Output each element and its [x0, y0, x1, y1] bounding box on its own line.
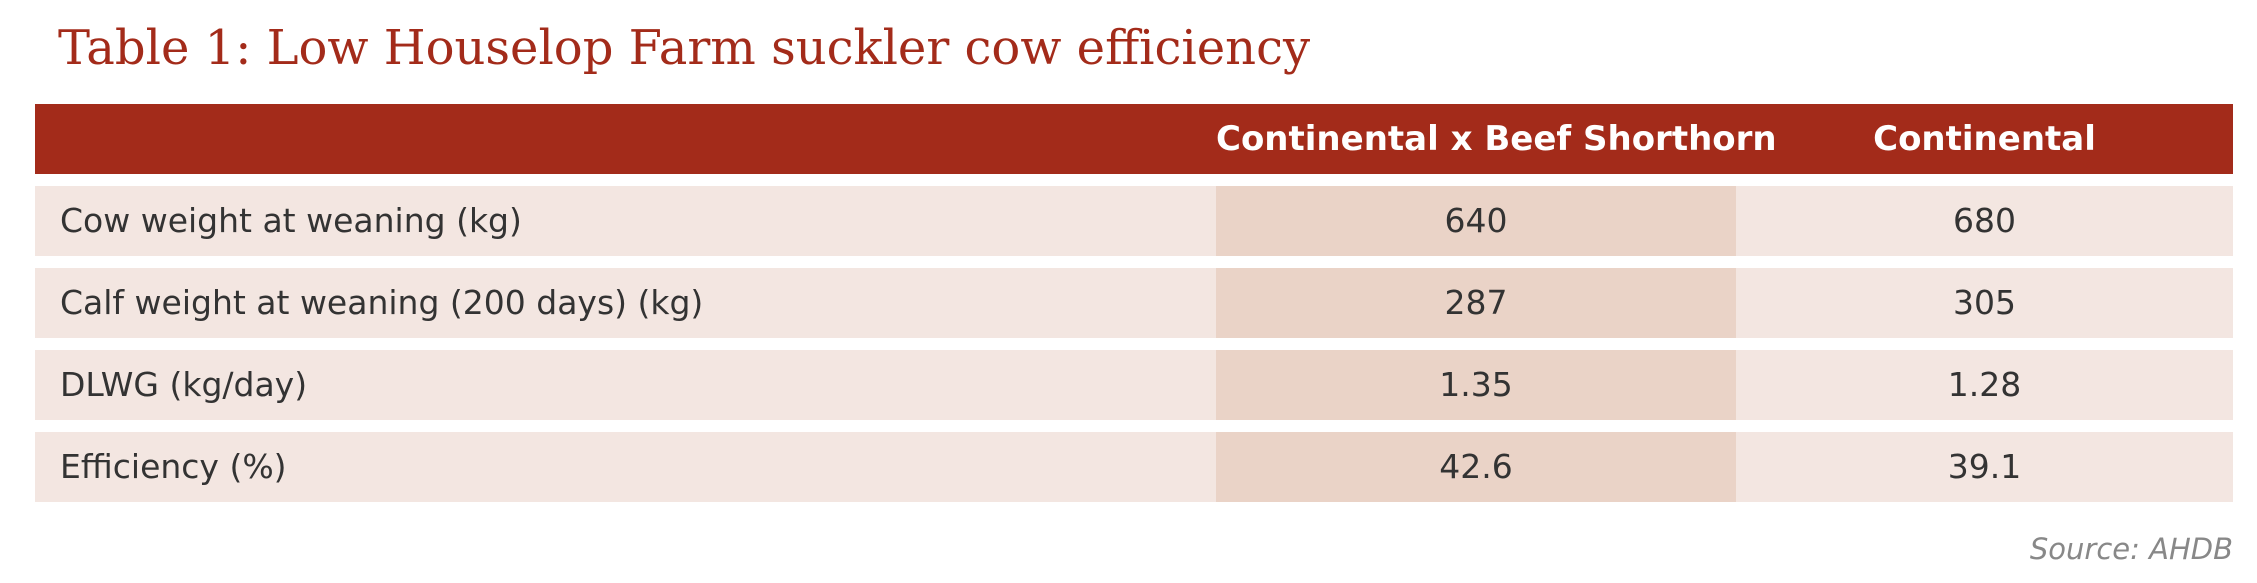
row-label: Calf weight at weaning (200 days) (kg): [60, 283, 704, 322]
table-cell: 640: [1216, 186, 1736, 256]
table-cell: 680: [1953, 201, 2016, 240]
table-row: Cow weight at weaning (kg) 640 680: [35, 186, 2233, 256]
table-cell: 305: [1953, 283, 2016, 322]
table-title: Table 1: Low Houselop Farm suckler cow e…: [58, 20, 1311, 76]
table-cell: 39.1: [1947, 447, 2022, 486]
table-cell: 1.28: [1947, 365, 2022, 404]
column-header: Continental x Beef Shorthorn: [1216, 119, 1777, 159]
table-row: DLWG (kg/day) 1.35 1.28: [35, 350, 2233, 420]
table-header: Continental x Beef Shorthorn Continental: [35, 104, 2233, 174]
column-header: Continental: [1873, 119, 2096, 159]
row-label: Efficiency (%): [60, 447, 287, 486]
source-note: Source: AHDB: [2029, 532, 2233, 566]
table-row: Efficiency (%) 42.6 39.1: [35, 432, 2233, 502]
row-label: DLWG (kg/day): [60, 365, 308, 404]
table-cell: 1.35: [1216, 350, 1736, 420]
row-label: Cow weight at weaning (kg): [60, 201, 522, 240]
table-cell: 287: [1216, 268, 1736, 338]
table-row: Calf weight at weaning (200 days) (kg) 28…: [35, 268, 2233, 338]
table-cell: 42.6: [1216, 432, 1736, 502]
